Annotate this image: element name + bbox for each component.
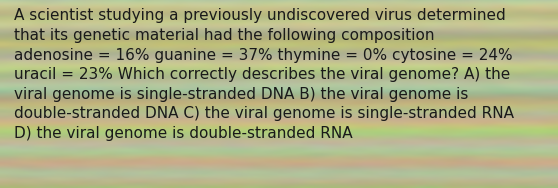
Text: A scientist studying a previously undiscovered virus determined
that its genetic: A scientist studying a previously undisc… [14,8,514,141]
